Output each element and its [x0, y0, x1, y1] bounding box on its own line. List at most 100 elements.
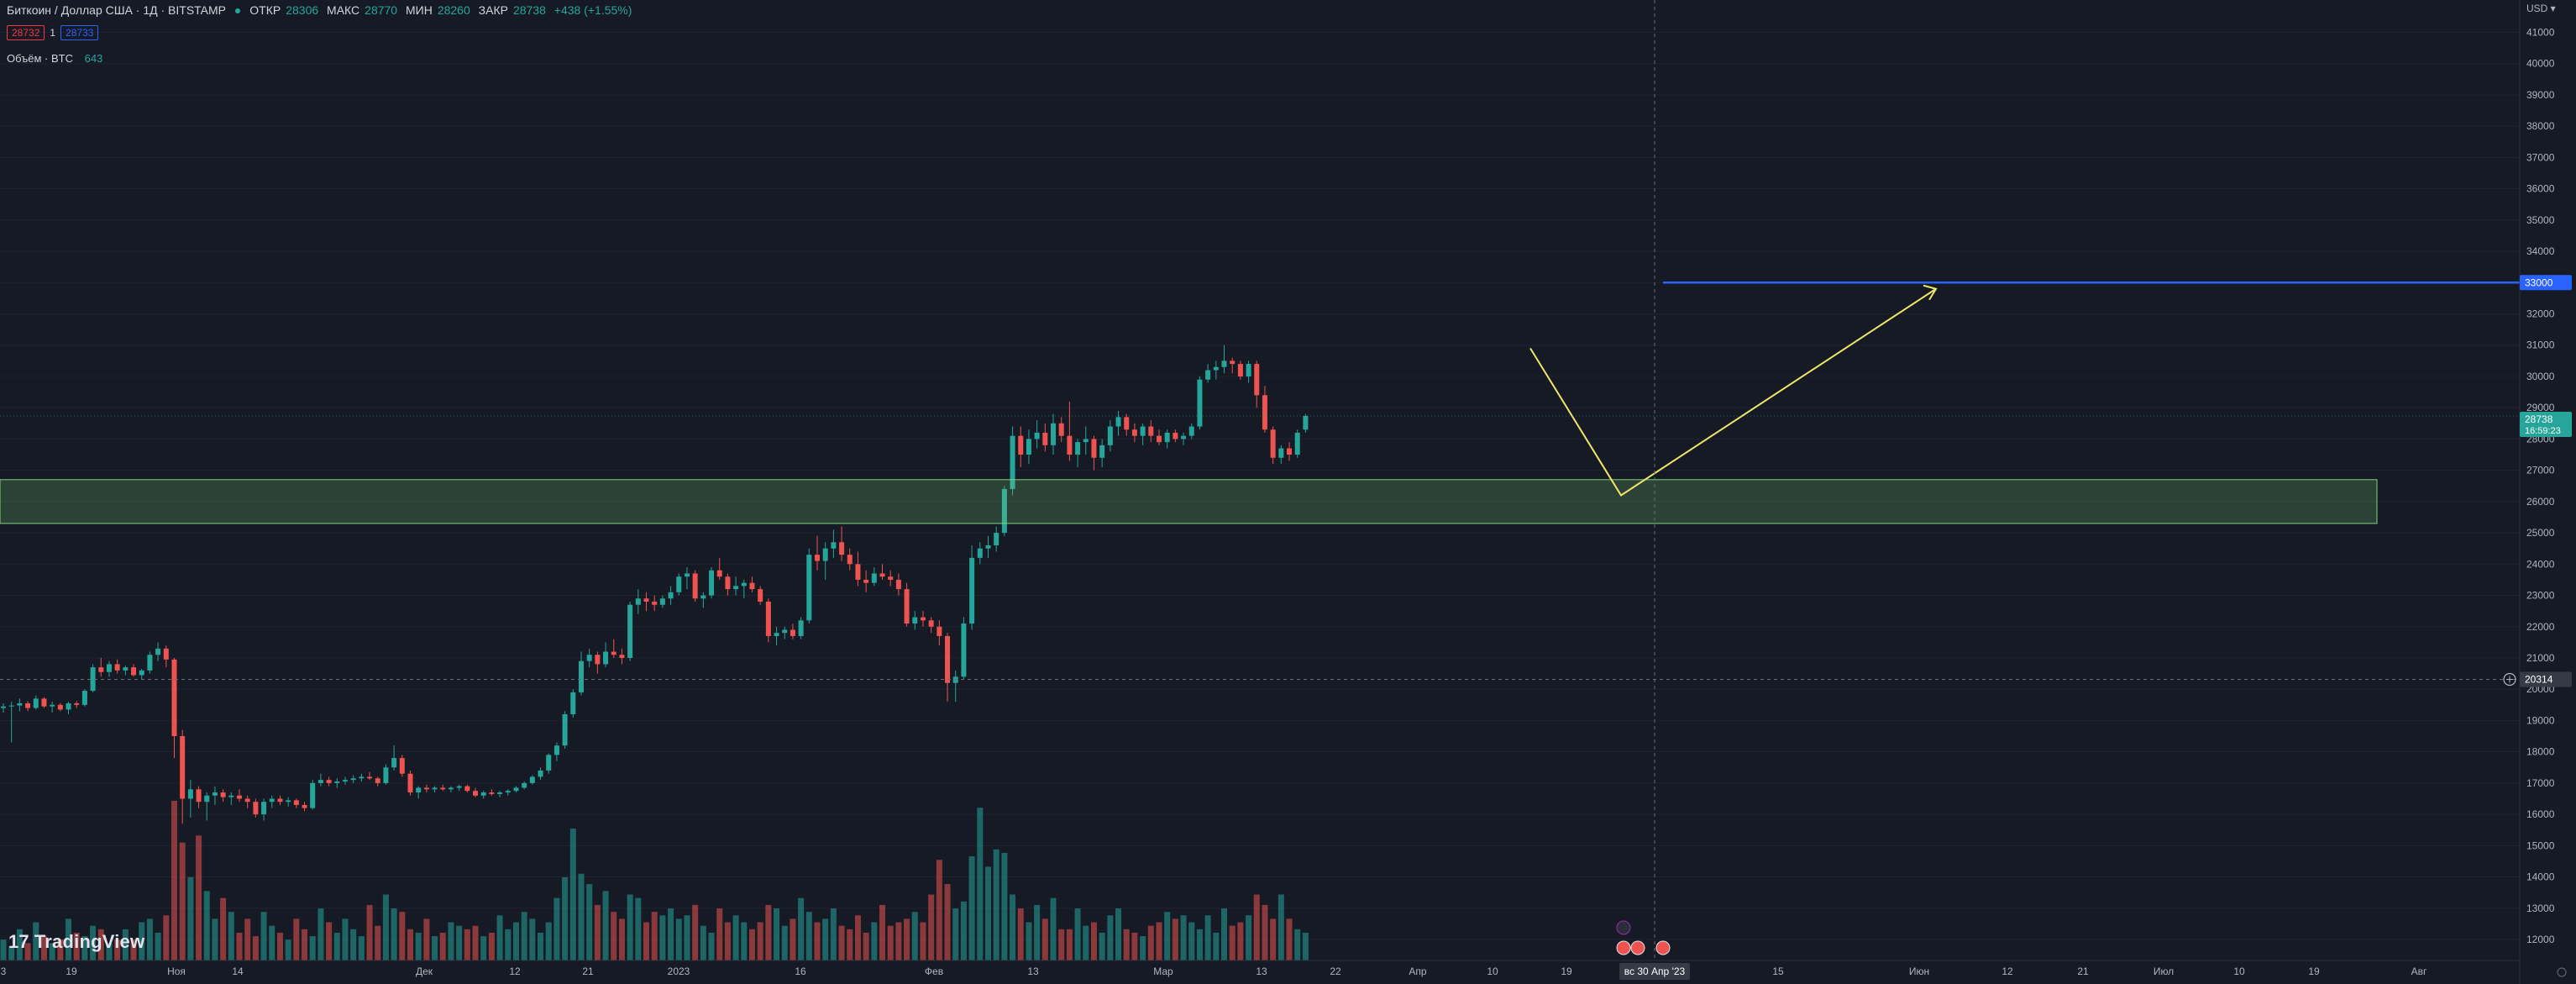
volume-bar [391, 908, 397, 960]
candle-body [765, 601, 771, 636]
volume-bar [0, 939, 7, 960]
volume-bar [326, 922, 333, 960]
price-tick-label: 31000 [2526, 339, 2555, 351]
candle-body [847, 555, 853, 565]
volume-label: Объём · BTC [7, 52, 73, 65]
candle-body [432, 787, 438, 790]
candle-body [627, 604, 633, 658]
candle-body [359, 776, 365, 779]
volume-bar [960, 901, 967, 960]
candle-body [1287, 448, 1293, 455]
candle-body [204, 795, 210, 802]
candle-body [1303, 415, 1309, 430]
volume-legend[interactable]: Объём · BTC 643 [7, 52, 102, 65]
time-tick-label: 12 [2002, 966, 2013, 977]
price-tick-label: 25000 [2526, 527, 2555, 539]
volume-bar [1123, 929, 1130, 960]
volume-bar [1204, 915, 1211, 960]
volume-bar [399, 912, 406, 960]
volume-bar [472, 925, 479, 960]
volume-bar [456, 925, 463, 960]
volume-bar [196, 835, 202, 960]
time-tick-label: 12 [509, 966, 521, 977]
volume-bar [423, 918, 430, 960]
volume-bar [838, 925, 845, 960]
time-tick-label: 10 [2233, 966, 2245, 977]
volume-bar [1286, 918, 1293, 960]
volume-bar [732, 915, 739, 960]
time-tick-label: Июл [2154, 966, 2174, 977]
candle-body [1262, 395, 1267, 430]
candle-body [375, 778, 380, 783]
volume-bar [49, 943, 55, 960]
candle-body [1197, 379, 1203, 427]
volume-bar [1115, 908, 1122, 960]
volume-bar [748, 929, 755, 960]
time-tick-label: 13 [1027, 966, 1039, 977]
candle-body [684, 573, 690, 577]
volume-bar [1172, 918, 1178, 960]
candle-body [1058, 423, 1064, 436]
candle-body [244, 798, 250, 802]
volume-bar [1147, 925, 1154, 960]
volume-bar [700, 925, 706, 960]
candle-body [1067, 435, 1073, 455]
symbol-title[interactable]: Биткоин / Доллар США · 1Д · BITSTAMP [7, 3, 227, 17]
candle-body [871, 573, 877, 583]
low-label: МИН [405, 3, 433, 17]
volume-bar [480, 936, 487, 960]
candle-body [994, 533, 999, 545]
candle-body [1173, 432, 1178, 439]
high-label: МАКС [327, 3, 360, 17]
candle-body [326, 780, 332, 783]
price-tick-label: 14000 [2526, 871, 2555, 883]
volume-bar [952, 908, 959, 960]
candle-body [505, 791, 511, 793]
candle-body [603, 651, 609, 665]
candle-body [1131, 429, 1137, 436]
volume-bar [333, 932, 340, 960]
price-tick-label: 21000 [2526, 652, 2555, 664]
sell-button[interactable]: 28732 [7, 25, 45, 40]
candle-body [383, 767, 389, 783]
candle-body [1254, 364, 1260, 396]
volume-bar [122, 929, 129, 960]
open-label: ОТКР [249, 3, 281, 17]
volume-bar [350, 929, 357, 960]
time-tick-label: 13 [1256, 966, 1267, 977]
volume-bar [285, 939, 291, 960]
candle-body [171, 659, 177, 737]
candle-body [180, 736, 186, 799]
volume-bar [684, 915, 690, 960]
currency-label: USD ▾ [2526, 3, 2556, 14]
volume-bar [538, 932, 544, 960]
volume-bar [1270, 918, 1277, 960]
time-tick-label: Мар [1153, 966, 1173, 977]
volume-bar [220, 897, 227, 960]
candle-body [961, 624, 967, 677]
candle-body [855, 564, 861, 580]
candle-body [928, 620, 934, 627]
price-tick-label: 26000 [2526, 496, 2555, 508]
volume-bar [1041, 918, 1048, 960]
price-tick-label: 27000 [2526, 465, 2555, 476]
volume-bar [407, 929, 413, 960]
tradingview-logo[interactable]: 17 TradingView [8, 931, 144, 953]
volume-bar [16, 929, 23, 960]
time-tick-label: 10 [1487, 966, 1498, 977]
candle-body [936, 626, 942, 636]
volume-value: 643 [84, 52, 103, 65]
candle-body [749, 582, 755, 590]
volume-bar [1246, 915, 1252, 960]
candle-body [57, 704, 63, 710]
candle-body [8, 705, 14, 707]
crosshair-price-label-bg [2520, 671, 2572, 687]
buy-button[interactable]: 28733 [60, 25, 99, 40]
candle-body [595, 655, 601, 665]
volume-bar [1294, 929, 1301, 960]
candle-body [81, 691, 87, 705]
candle-body [1213, 366, 1219, 371]
volume-bar [464, 929, 470, 960]
last-price-label-countdown: 16:59:23 [2525, 426, 2561, 436]
